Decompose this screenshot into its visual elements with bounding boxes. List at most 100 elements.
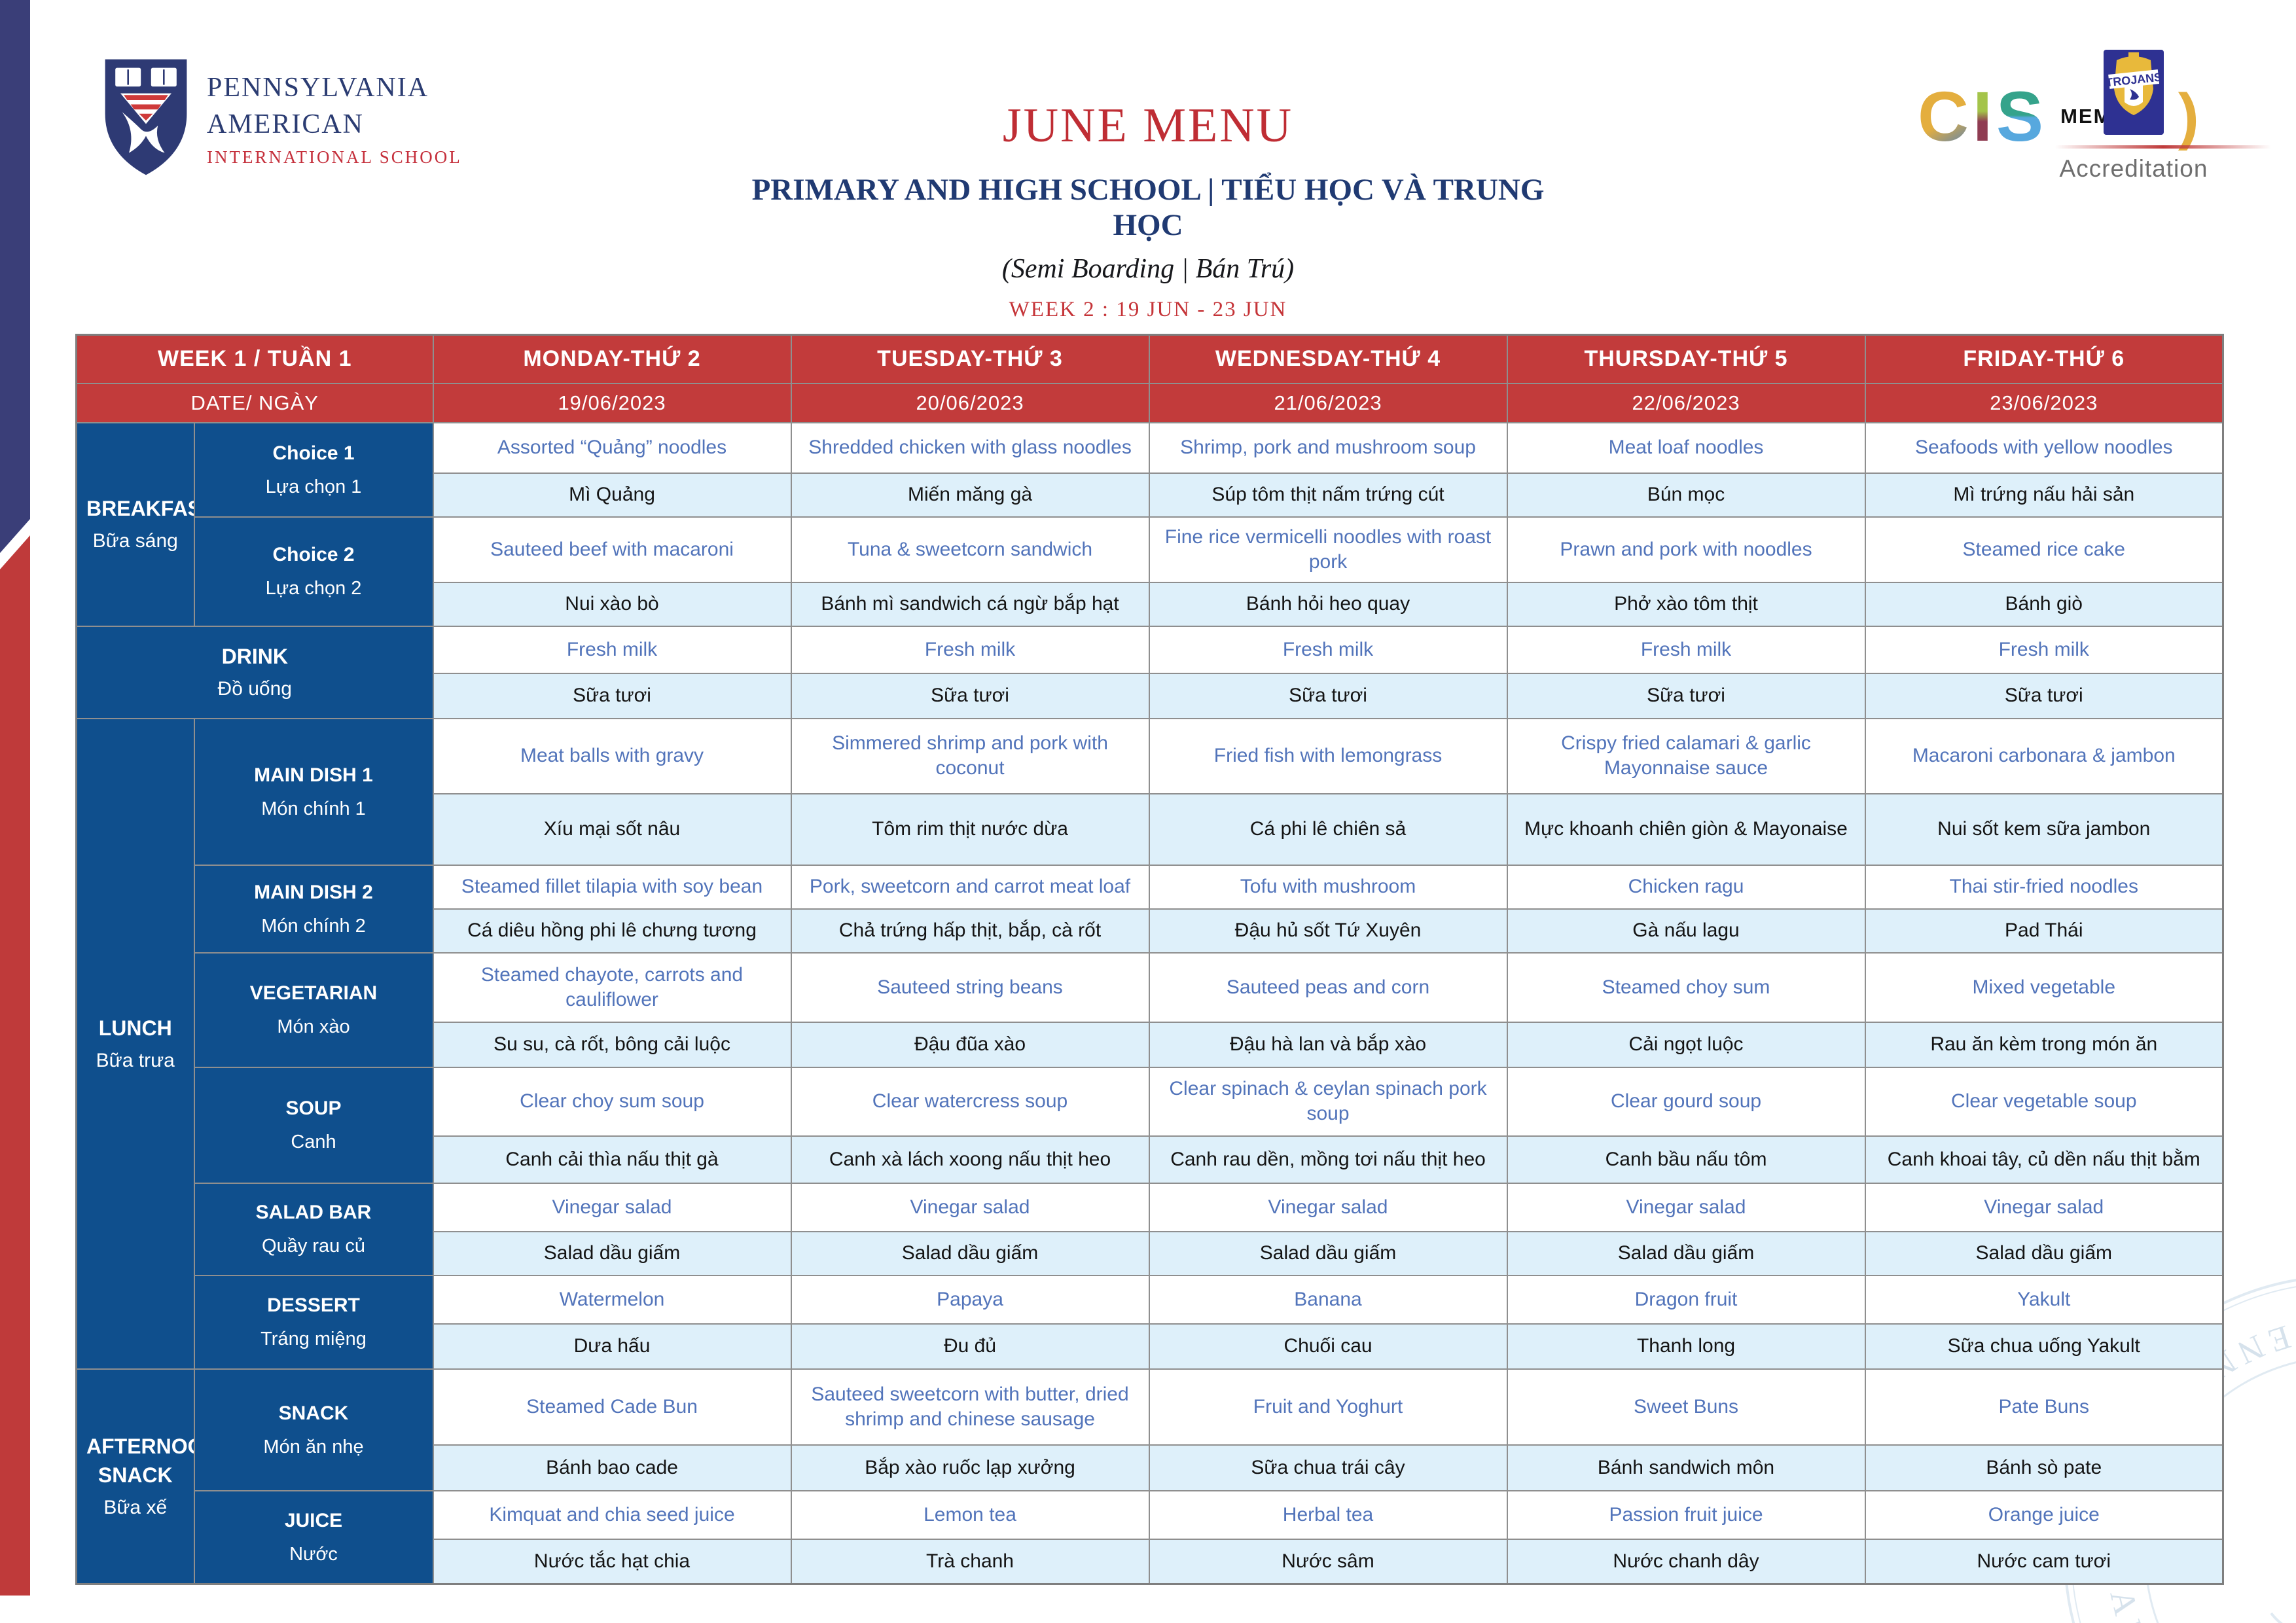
menu-item-vi: Chả trứng hấp thịt, bắp, cà rốt (790, 908, 1150, 954)
week-range: WEEK 2 : 19 JUN - 23 JUN (1009, 298, 1287, 321)
menu-table: WEEK 1 / TUẦN 1 MONDAY-THỨ 2 TUESDAY-THỨ 3… (75, 334, 2225, 1585)
menu-item-en: Herbal tea (1148, 1489, 1508, 1540)
penn-shield-logo (105, 59, 187, 175)
menu-item-vi: Dưa hấu (432, 1323, 792, 1370)
menu-item-en: Watermelon (432, 1274, 792, 1325)
menu-item-vi: Sữa tươi (790, 672, 1150, 719)
menu-item-en: Assorted “Quảng” noodles (432, 421, 792, 474)
left-ribbon-red (0, 535, 30, 1596)
menu-row-vi: Canh cải thìa nấu thịt gà Canh xà lách xo… (77, 1135, 2224, 1184)
menu-item-vi: Salad dầu giấm (1148, 1230, 1508, 1276)
menu-item-vi: Canh rau dền, mồng tơi nấu thịt heo (1148, 1135, 1508, 1184)
menu-item-vi: Salad dầu giấm (1864, 1230, 2224, 1276)
subcategory-label-vi: Tráng miệng (260, 1329, 367, 1349)
subcategory-label-en: SOUP (285, 1097, 342, 1119)
menu-item-vi: Đậu hà lan và bắp xào (1148, 1021, 1508, 1068)
page-subtitle: PRIMARY AND HIGH SCHOOL | TIỂU HỌC VÀ TR… (751, 173, 1545, 242)
menu-item-vi: Bánh giò (1864, 581, 2224, 627)
accreditation-caption: Accreditation (2059, 155, 2208, 182)
menu-item-vi: Sữa tươi (1864, 672, 2224, 719)
menu-item-en: Sweet Buns (1506, 1368, 1866, 1446)
cis-letter-c: C (1918, 77, 1969, 156)
date-cell: 20/06/2023 (790, 382, 1150, 423)
menu-item-en: Passion fruit juice (1506, 1489, 1866, 1540)
menu-item-vi: Nui xào bò (432, 581, 792, 627)
section-label: LUNCH Bữa trưa (75, 717, 195, 1370)
menu-row-en: LUNCH Bữa trưa MAIN DISH 1 Món chính 1 Meat … (75, 717, 2224, 1370)
menu-row-en: DRINK Đồ uống Fresh milk Fresh milk Fresh mi… (75, 625, 2224, 719)
trojans-logo: TROJANS (2104, 50, 2164, 135)
menu-item-en: Fresh milk (790, 625, 1150, 674)
menu-item-en: Mixed vegetable (1864, 952, 2224, 1023)
menu-item-vi: Bắp xào ruốc lạp xưởng (790, 1444, 1150, 1491)
menu-item-vi: Sữa chua trái cây (1148, 1444, 1508, 1491)
menu-item-en: Orange juice (1864, 1489, 2224, 1540)
menu-item-vi: Nước tắc hạt chia (432, 1538, 792, 1585)
left-ribbon-navy (0, 0, 30, 553)
menu-item-en: Simmered shrimp and pork with coconut (790, 717, 1150, 794)
subcategory-label: Choice 2 Lựa chọn 2 (193, 516, 434, 627)
menu-item-en: Tuna & sweetcorn sandwich (790, 516, 1150, 583)
menu-item-vi: Sữa chua uống Yakult (1864, 1323, 2224, 1370)
menu-item-en: Kimquat and chia seed juice (432, 1489, 792, 1540)
menu-item-vi: Cá phi lê chiên sả (1148, 793, 1508, 866)
menu-item-en: Vinegar salad (1148, 1182, 1508, 1232)
day-header: TUESDAY-THỨ 3 (790, 334, 1150, 384)
menu-item-vi: Sữa tươi (1506, 672, 1866, 719)
menu-item-en: Papaya (790, 1274, 1150, 1325)
date-cell: 21/06/2023 (1148, 382, 1508, 423)
subcategory-label: MAIN DISH 1 Món chính 1 (193, 717, 434, 866)
cis-letter-i: I (1973, 77, 1993, 156)
menu-item-vi: Nước chanh dây (1506, 1538, 1866, 1585)
subcategory-label-en: DESSERT (267, 1294, 360, 1316)
menu-item-en: Fresh milk (1148, 625, 1508, 674)
menu-item-vi: Mực khoanh chiên giòn & Mayonaise (1506, 793, 1866, 866)
menu-row-vi: Nước tắc hạt chia Trà chanh Nước sâm Nước c… (77, 1538, 2224, 1585)
date-cell: 22/06/2023 (1506, 382, 1866, 423)
day-header: MONDAY-THỨ 2 (432, 334, 792, 384)
menu-item-en: Sauteed beef with macaroni (432, 516, 792, 583)
menu-item-vi: Bánh sandwich môn (1506, 1444, 1866, 1491)
subcategory-label-en: SNACK (278, 1402, 349, 1424)
menu-item-vi: Salad dầu giấm (432, 1230, 792, 1276)
subcategory-label-en: JUICE (284, 1509, 343, 1531)
section-label: DRINK Đồ uống (75, 625, 434, 719)
menu-item-vi: Sữa tươi (1148, 672, 1508, 719)
menu-row-en: MAIN DISH 2 Món chính 2 Steamed fillet til… (77, 864, 2224, 954)
subcategory-label: SALAD BAR Quầy rau củ (193, 1182, 434, 1276)
section-label-vi: Bữa xế (103, 1496, 168, 1518)
date-cell: 23/06/2023 (1864, 382, 2224, 423)
section-label-en: BREAKFAST (86, 497, 193, 520)
section-label-en: LUNCH (98, 1016, 172, 1040)
menu-item-en: Thai stir-fried noodles (1864, 864, 2224, 910)
menu-item-en: Chicken ragu (1506, 864, 1866, 910)
subcategory-label-vi: Món chính 2 (261, 915, 366, 936)
subcategory-label-en: MAIN DISH 1 (254, 764, 373, 786)
menu-row-en: BREAKFAST Bữa sáng Choice 1 Lựa chọn 1 Assor… (75, 421, 2224, 627)
menu-item-en: Fruit and Yoghurt (1148, 1368, 1508, 1446)
menu-row-vi: Dưa hấu Đu đủ Chuối cau Thanh long Sữa chua … (77, 1323, 2224, 1370)
menu-row-en: VEGETARIAN Món xào Steamed chayote, carrot… (77, 952, 2224, 1068)
subcategory-label-en: SALAD BAR (255, 1202, 372, 1223)
menu-item-en: Meat loaf noodles (1506, 421, 1866, 474)
subcategory-label-en: Choice 2 (272, 544, 355, 565)
section-label-vi: Bữa sáng (92, 530, 178, 552)
menu-item-en: Fried fish with lemongrass (1148, 717, 1508, 794)
menu-item-en: Vinegar salad (1864, 1182, 2224, 1232)
accreditation-divider (2055, 145, 2271, 149)
menu-item-vi: Canh cải thìa nấu thịt gà (432, 1135, 792, 1184)
menu-item-en: Sauteed string beans (790, 952, 1150, 1023)
table-header-row: WEEK 1 / TUẦN 1 MONDAY-THỨ 2 TUESDAY-THỨ 3… (75, 334, 2224, 384)
menu-item-en: Fresh milk (432, 625, 792, 674)
section-label-en: DRINK (221, 645, 288, 668)
menu-item-vi: Gà nấu lagu (1506, 908, 1866, 954)
section-label-vi: Bữa trưa (96, 1049, 175, 1071)
menu-item-en: Steamed Cade Bun (432, 1368, 792, 1446)
menu-item-vi: Miến măng gà (790, 472, 1150, 518)
menu-row-en: JUICE Nước Kimquat and chia seed juice Lemo… (77, 1489, 2224, 1585)
menu-item-en: Clear vegetable soup (1864, 1066, 2224, 1137)
subcategory-label-en: Choice 1 (272, 442, 355, 464)
subcategory-label-vi: Lựa chọn 1 (265, 476, 362, 497)
subcategory-label: DESSERT Tráng miệng (193, 1274, 434, 1370)
subcategory-label: VEGETARIAN Món xào (193, 952, 434, 1068)
